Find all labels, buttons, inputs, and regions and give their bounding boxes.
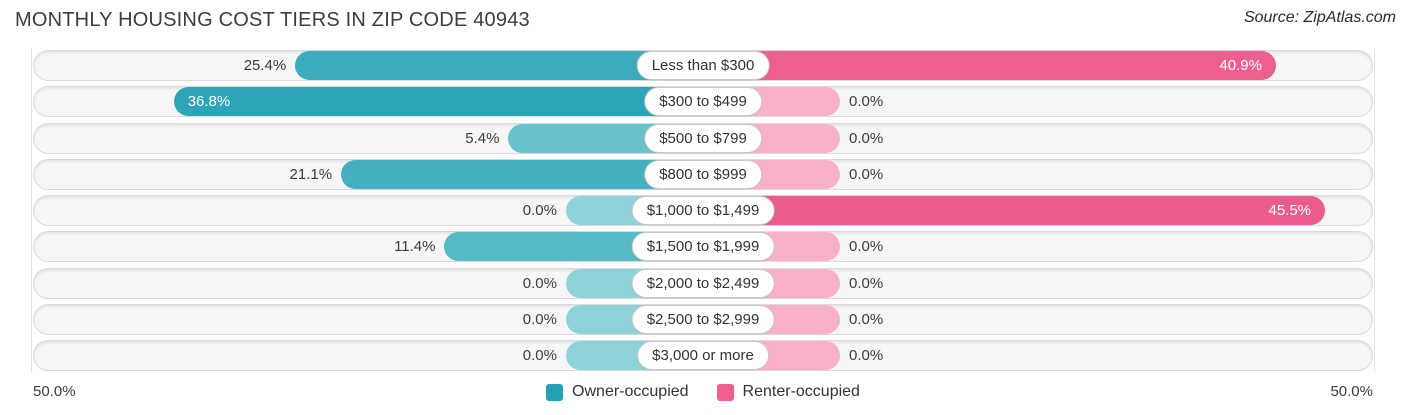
axis-tick-right: 50.0% xyxy=(1330,383,1373,400)
owner-bar xyxy=(341,159,703,189)
owner-value-label: 0.0% xyxy=(522,274,557,292)
owner-value-label: 21.1% xyxy=(289,165,333,183)
tier-label-pill: Less than $300 xyxy=(636,51,770,80)
tier-label-pill: $1,500 to $1,999 xyxy=(631,232,775,262)
axis-tick-left: 50.0% xyxy=(33,383,76,400)
footer: 50.0% Owner-occupied Renter-occupied 50.… xyxy=(0,376,1406,415)
owner-bar xyxy=(295,51,703,80)
cost-tier-row: $500 to $799 5.4% 0.0% xyxy=(0,122,1406,154)
renter-value-label: 0.0% xyxy=(849,129,884,147)
cost-tier-row: $300 to $499 36.8% 0.0% xyxy=(0,86,1406,118)
gridline-right xyxy=(1374,48,1375,372)
renter-value-label: 0.0% xyxy=(849,347,884,365)
owner-bar xyxy=(173,87,703,117)
legend-item-owner: Owner-occupied xyxy=(546,383,689,401)
owner-value-label: 11.4% xyxy=(394,238,436,256)
cost-tier-row: $1,500 to $1,999 11.4% 0.0% xyxy=(0,231,1406,263)
owner-value-label: 0.0% xyxy=(522,311,557,329)
legend: Owner-occupied Renter-occupied xyxy=(0,376,1406,401)
page-title: MONTHLY HOUSING COST TIERS IN ZIP CODE 4… xyxy=(15,9,530,31)
gridline-left xyxy=(31,48,32,372)
chart: Less than $300 25.4% 40.9% $300 to $499 … xyxy=(0,46,1406,376)
owner-value-label: 25.4% xyxy=(243,57,287,74)
renter-bar xyxy=(703,196,1326,226)
cost-tier-row: $3,000 or more 0.0% 0.0% xyxy=(0,340,1406,372)
renter-value-label: 40.9% xyxy=(1219,57,1262,74)
legend-label-owner: Owner-occupied xyxy=(572,383,689,400)
header: MONTHLY HOUSING COST TIERS IN ZIP CODE 4… xyxy=(0,0,1406,46)
cost-tier-row: Less than $300 25.4% 40.9% xyxy=(0,50,1406,81)
legend-item-renter: Renter-occupied xyxy=(716,383,860,401)
tier-label-pill: $2,500 to $2,999 xyxy=(631,305,775,335)
cost-tier-row: $2,000 to $2,499 0.0% 0.0% xyxy=(0,267,1406,299)
source-note: Source: ZipAtlas.com xyxy=(1243,9,1396,26)
owner-value-label: 36.8% xyxy=(187,93,231,111)
owner-value-label: 0.0% xyxy=(522,202,557,220)
tier-label-pill: $500 to $799 xyxy=(644,123,762,153)
renter-value-label: 0.0% xyxy=(849,238,884,256)
owner-value-label: 0.0% xyxy=(522,347,557,365)
tier-label-pill: $3,000 or more xyxy=(637,341,769,371)
cost-tier-row: $800 to $999 21.1% 0.0% xyxy=(0,158,1406,190)
cost-tier-row: $2,500 to $2,999 0.0% 0.0% xyxy=(0,304,1406,336)
tier-label-pill: $800 to $999 xyxy=(644,159,762,189)
renter-value-label: 0.0% xyxy=(849,165,884,183)
tier-label-pill: $300 to $499 xyxy=(644,87,762,117)
cost-tier-row: $1,000 to $1,499 0.0% 45.5% xyxy=(0,195,1406,227)
renter-swatch-icon xyxy=(716,383,734,401)
tier-label-pill: $2,000 to $2,499 xyxy=(631,268,775,298)
renter-value-label: 0.0% xyxy=(849,93,884,111)
renter-value-label: 0.0% xyxy=(849,274,884,292)
renter-bar xyxy=(703,51,1276,80)
tier-label-pill: $1,000 to $1,499 xyxy=(631,196,775,226)
legend-label-renter: Renter-occupied xyxy=(742,383,860,400)
rows: Less than $300 25.4% 40.9% $300 to $499 … xyxy=(0,50,1406,377)
renter-value-label: 45.5% xyxy=(1268,202,1312,220)
owner-swatch-icon xyxy=(546,383,564,401)
owner-value-label: 5.4% xyxy=(465,129,500,147)
renter-value-label: 0.0% xyxy=(849,311,884,329)
